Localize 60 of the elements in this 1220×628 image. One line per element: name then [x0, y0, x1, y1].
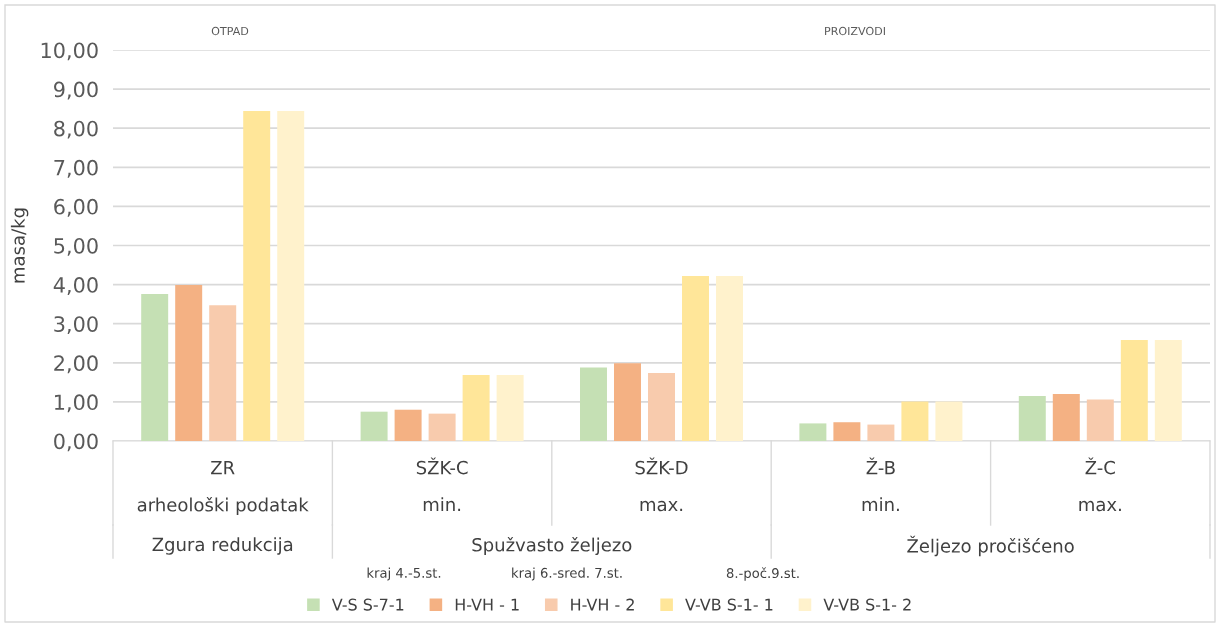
y-tick-label: 0,00: [54, 433, 98, 452]
text: max.: [1079, 500, 1121, 512]
bar: [867, 424, 895, 441]
bar: [141, 293, 169, 441]
text: min.: [862, 497, 899, 511]
bar: [614, 363, 641, 441]
text: PROIZVODI: [825, 26, 885, 36]
y-tick-label: 4,00: [53, 277, 98, 295]
bar: [462, 374, 490, 441]
text: max.: [640, 500, 683, 512]
y-tick-label: 3,00: [54, 316, 98, 335]
bar: [1052, 394, 1080, 441]
bar: [682, 276, 709, 441]
legend-label: H-VH - 2: [571, 598, 634, 611]
text: OTPAD: [211, 26, 249, 36]
legend-label: V-VB S-1- 2: [823, 598, 911, 611]
y-axis-title: masa/kg: [10, 208, 29, 283]
x-tick-label: SŽK-C: [416, 457, 468, 475]
bar: [360, 411, 388, 441]
bar: [209, 305, 237, 441]
text: min.: [423, 497, 461, 511]
bar: [935, 401, 963, 441]
bar: [901, 401, 929, 441]
bar: [1018, 396, 1046, 441]
x-tick-label: ZR: [211, 461, 235, 475]
x-tick-label: Ž-C: [1085, 457, 1115, 475]
legend-label: V-VB S-1- 1: [685, 598, 773, 611]
x-tick-label: SŽK-D: [635, 457, 688, 475]
legend-label: H-VH - 1: [455, 598, 519, 611]
text: 8.-poč.9.st.: [726, 567, 799, 581]
bar: [1086, 399, 1114, 441]
y-tick-label: 5,00: [54, 237, 98, 256]
y-tick-label: 7,00: [54, 159, 98, 178]
legend-label: V-S S-7-1: [331, 598, 404, 611]
bar: [1120, 340, 1148, 441]
text: arheološki podatak: [137, 496, 309, 516]
bar: [833, 422, 861, 441]
text: kraj 4.-5.st.: [367, 567, 441, 581]
bar: [648, 372, 675, 441]
bar: [175, 284, 203, 441]
text: kraj 6.-sred. 7.st.: [512, 567, 622, 581]
x-tick-label: Ž-B: [866, 457, 895, 475]
bar: [428, 413, 456, 441]
y-tick-label: 10,00: [41, 42, 98, 61]
bar: [277, 111, 305, 441]
bar: [716, 276, 744, 441]
text: Željezo pročišćeno: [907, 535, 1074, 557]
bar: [1154, 340, 1182, 441]
y-tick-label: 1,00: [55, 394, 98, 413]
bar: [243, 111, 271, 441]
bar: [496, 374, 524, 441]
bar: [579, 367, 607, 441]
y-tick-label: 8,00: [54, 120, 98, 139]
bar: [394, 409, 422, 441]
text: Zgura redukcija: [152, 537, 293, 555]
y-tick-label: 6,00: [54, 198, 98, 217]
bar: [799, 423, 827, 441]
y-tick-label: 2,00: [54, 355, 98, 374]
text: Spužvasto željezo: [472, 536, 632, 556]
y-tick-label: 9,00: [54, 81, 98, 100]
